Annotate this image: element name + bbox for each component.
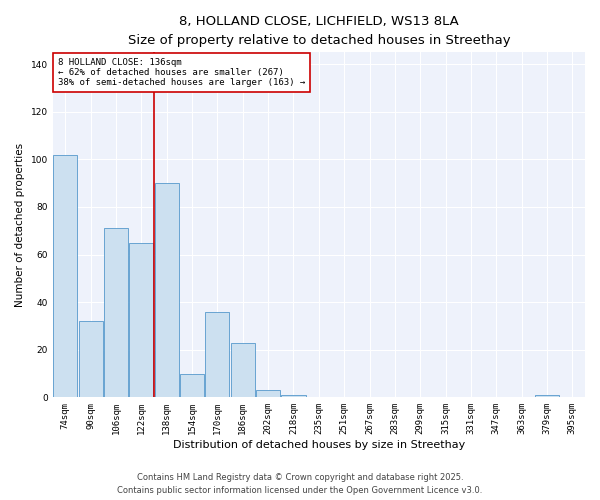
Bar [180,374,204,398]
X-axis label: Distribution of detached houses by size in Streethay: Distribution of detached houses by size … [173,440,465,450]
Bar [104,228,128,398]
Bar [256,390,280,398]
Bar [231,342,255,398]
Title: 8, HOLLAND CLOSE, LICHFIELD, WS13 8LA
Size of property relative to detached hous: 8, HOLLAND CLOSE, LICHFIELD, WS13 8LA Si… [128,15,510,47]
Text: 8 HOLLAND CLOSE: 136sqm
← 62% of detached houses are smaller (267)
38% of semi-d: 8 HOLLAND CLOSE: 136sqm ← 62% of detache… [58,58,305,88]
Bar [53,154,77,398]
Bar [155,183,179,398]
Bar [205,312,229,398]
Bar [79,321,103,398]
Bar [130,242,154,398]
Text: Contains HM Land Registry data © Crown copyright and database right 2025.
Contai: Contains HM Land Registry data © Crown c… [118,474,482,495]
Bar [535,395,559,398]
Y-axis label: Number of detached properties: Number of detached properties [15,143,25,307]
Bar [281,395,305,398]
